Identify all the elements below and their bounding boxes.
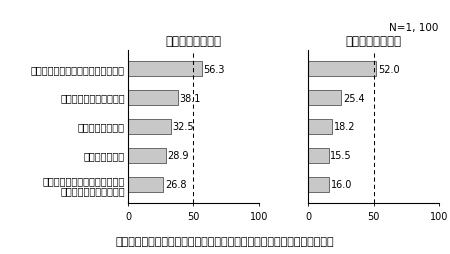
Text: 26.8: 26.8	[165, 180, 186, 189]
Title: 実施していること: 実施していること	[166, 35, 221, 48]
Text: グラフ２　食生活で意識して実施していること、重視していること（％）: グラフ２ 食生活で意識して実施していること、重視していること（％）	[116, 236, 334, 246]
Bar	[308, 120, 332, 134]
Bar	[128, 120, 171, 134]
Bar	[308, 62, 376, 77]
Bar	[308, 148, 328, 163]
Bar	[128, 148, 166, 163]
Text: 緑黄色野菜を食べること: 緑黄色野菜を食べること	[60, 93, 125, 103]
Text: 18.2: 18.2	[333, 122, 355, 132]
Bar	[308, 177, 329, 192]
Text: 52.0: 52.0	[378, 65, 399, 74]
Text: おいしいと感じるものを食べること: おいしいと感じるものを食べること	[31, 65, 125, 74]
Text: 25.4: 25.4	[343, 93, 364, 103]
Text: 魚を食べること: 魚を食べること	[84, 151, 125, 161]
Title: 重視していること: 重視していること	[346, 35, 401, 48]
Text: 好き嫌いなく食べること: 好き嫌いなく食べること	[60, 186, 125, 196]
Text: 28.9: 28.9	[167, 151, 189, 161]
Text: 残さず食べること: 残さず食べること	[78, 122, 125, 132]
Text: 32.5: 32.5	[172, 122, 194, 132]
Text: 16.0: 16.0	[331, 180, 352, 189]
Bar	[128, 62, 202, 77]
Text: 38.1: 38.1	[180, 93, 201, 103]
Bar	[308, 91, 342, 106]
Text: 15.5: 15.5	[330, 151, 352, 161]
Text: 56.3: 56.3	[203, 65, 225, 74]
Bar	[128, 91, 178, 106]
Text: 栄養バランスが偏らないように: 栄養バランスが偏らないように	[43, 176, 125, 186]
Bar	[128, 177, 163, 192]
Text: N=1, 100: N=1, 100	[389, 23, 439, 33]
